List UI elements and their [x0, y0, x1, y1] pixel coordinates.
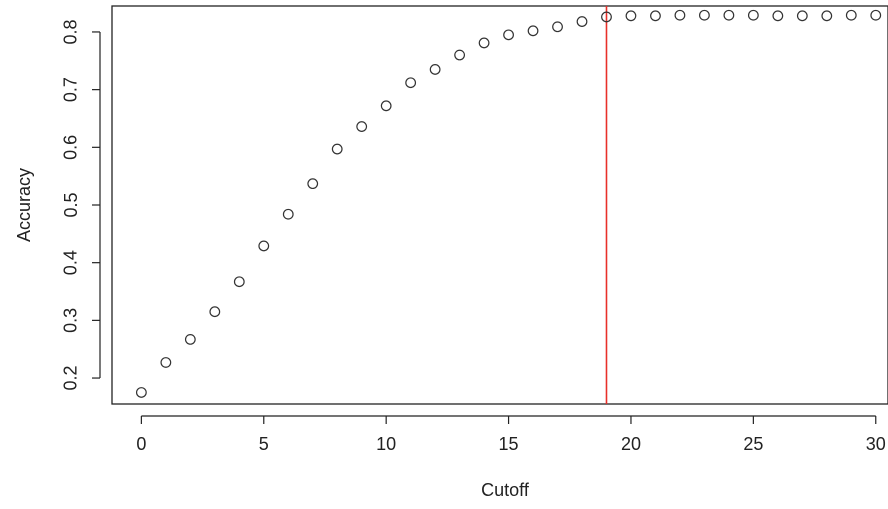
y-axis-title: Accuracy: [14, 168, 34, 242]
data-point: [796, 10, 808, 22]
x-tick-label: 5: [259, 434, 269, 454]
y-tick-label: 0.7: [61, 77, 81, 102]
y-tick-label: 0.5: [61, 192, 81, 217]
data-point: [870, 9, 882, 21]
data-point: [650, 10, 661, 22]
data-point: [160, 357, 172, 368]
y-tick-label: 0.8: [61, 19, 81, 44]
x-axis-title: Cutoff: [481, 480, 530, 500]
data-point: [331, 143, 343, 155]
data-point: [821, 10, 833, 22]
y-tick-label: 0.6: [61, 135, 81, 160]
x-tick-label: 25: [743, 434, 763, 454]
data-point: [356, 121, 368, 132]
data-point: [184, 333, 196, 345]
data-point: [552, 21, 563, 33]
data-point: [772, 10, 784, 22]
data-point: [723, 9, 735, 21]
data-point: [699, 9, 710, 21]
data-point: [135, 387, 147, 398]
data-point: [282, 208, 294, 220]
y-tick-label: 0.2: [61, 366, 81, 391]
y-tick-label: 0.4: [61, 250, 81, 275]
x-tick-label: 20: [621, 434, 641, 454]
data-point: [625, 10, 637, 22]
x-tick-label: 30: [866, 434, 886, 454]
x-tick-label: 0: [136, 434, 146, 454]
data-point: [258, 240, 270, 252]
data-point: [429, 64, 441, 75]
data-point: [454, 49, 466, 61]
data-point: [209, 306, 221, 318]
y-tick-label: 0.3: [61, 308, 81, 333]
x-tick-label: 15: [499, 434, 519, 454]
x-tick-label: 10: [376, 434, 396, 454]
data-point: [307, 178, 319, 190]
data-point: [674, 9, 686, 21]
data-point: [747, 9, 759, 21]
plot-frame: [111, 5, 888, 405]
data-point: [527, 25, 539, 37]
data-point: [478, 37, 490, 49]
data-point: [503, 29, 514, 41]
data-point: [601, 11, 612, 23]
data-point: [380, 100, 392, 112]
data-point: [233, 276, 245, 288]
data-point: [576, 16, 588, 27]
data-point: [845, 9, 857, 21]
data-point: [405, 77, 417, 89]
